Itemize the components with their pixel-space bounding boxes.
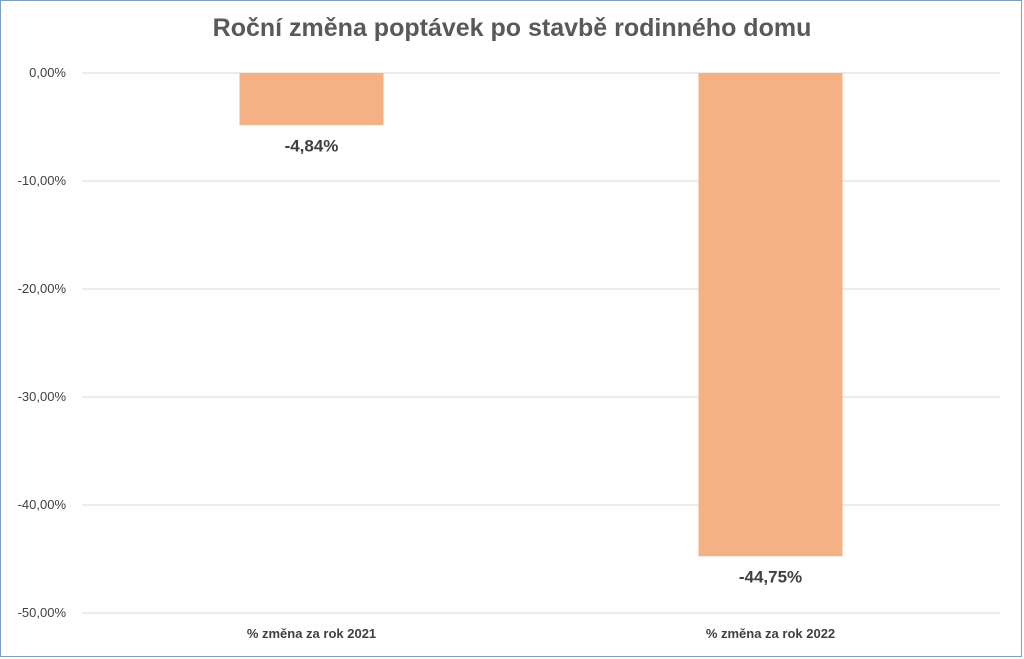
gridlines (82, 72, 1000, 614)
data-label: -4,84% (285, 136, 339, 155)
y-tick-label: 0,00% (29, 65, 66, 80)
category-labels: % změna za rok 2021 % změna za rok 2022 (247, 626, 835, 641)
y-tick-label: -50,00% (18, 605, 67, 620)
category-label: % změna za rok 2022 (706, 626, 835, 641)
y-tick-label: -20,00% (18, 281, 67, 296)
y-tick-label: -30,00% (18, 389, 67, 404)
data-labels: -4,84% -44,75% (285, 136, 803, 586)
bar (698, 73, 843, 557)
bar (239, 73, 384, 126)
y-axis-ticks: 0,00% -10,00% -20,00% -30,00% -40,00% -50,00% (18, 65, 67, 620)
category-label: % změna za rok 2021 (247, 626, 376, 641)
y-tick-label: -10,00% (18, 173, 67, 188)
bars (239, 73, 843, 557)
data-label: -44,75% (739, 567, 802, 586)
y-tick-label: -40,00% (18, 497, 67, 512)
chart-title: Roční změna poptávek po stavbě rodinného… (212, 14, 812, 42)
